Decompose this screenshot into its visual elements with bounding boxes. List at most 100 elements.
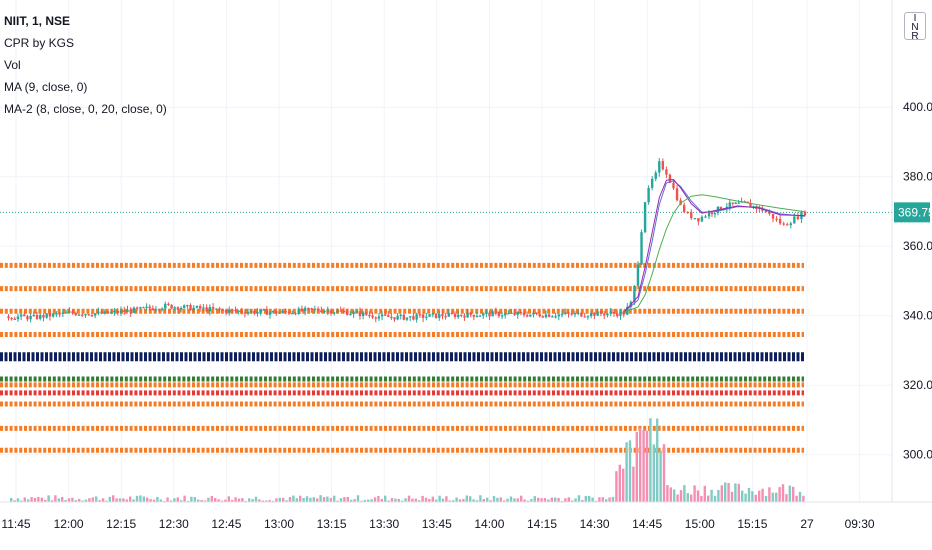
candle-body xyxy=(7,316,10,319)
volume-bar xyxy=(367,499,370,502)
candle-body xyxy=(29,315,32,320)
last-price-tag-text: 369.75 xyxy=(898,205,932,219)
volume-bars xyxy=(10,418,805,502)
candle-body xyxy=(300,308,304,312)
candle-body xyxy=(686,211,689,214)
price-axis[interactable]: 400.00 380.00 360.00 340.00 320.00 300.00 xyxy=(891,0,932,502)
candle-body xyxy=(636,264,640,286)
candle-body xyxy=(796,216,800,220)
volume-bar xyxy=(628,440,632,502)
volume-bar xyxy=(785,494,788,502)
candle-body xyxy=(333,312,336,314)
volume-bar xyxy=(618,464,621,502)
candle-body xyxy=(734,202,737,204)
candle-body xyxy=(208,306,212,312)
time-axis[interactable]: 11:45 12:00 12:15 12:30 12:45 13:00 13:15 13:30… xyxy=(0,501,932,531)
candle-body xyxy=(160,308,164,310)
volume-bar xyxy=(710,489,713,502)
legend-vol[interactable]: Vol xyxy=(4,58,21,72)
volume-bar xyxy=(635,432,638,502)
volume-bar xyxy=(574,498,577,502)
volume-bar xyxy=(27,499,30,502)
candle-body xyxy=(650,178,654,188)
legend-cpr[interactable]: CPR by KGS xyxy=(4,36,75,50)
price-tick-label: 380.00 xyxy=(903,170,932,184)
candle-body xyxy=(482,313,485,316)
candle-body xyxy=(573,313,577,315)
volume-bar xyxy=(47,495,50,502)
legend-ma[interactable]: MA (9, close, 0) xyxy=(4,80,88,94)
volume-bar xyxy=(139,495,142,502)
candle-body xyxy=(352,311,355,314)
candle-body xyxy=(342,310,346,313)
candle-body xyxy=(173,307,176,309)
candle-body xyxy=(323,310,326,313)
volume-bar xyxy=(554,497,557,502)
volume-bar xyxy=(343,497,346,502)
candle-body xyxy=(583,316,586,318)
volume-bar xyxy=(530,498,533,502)
candle-body xyxy=(195,305,199,308)
volume-bar xyxy=(581,499,584,502)
volume-bar xyxy=(356,495,360,502)
volume-bar xyxy=(30,497,33,502)
volume-bar xyxy=(438,495,441,502)
volume-bar xyxy=(778,487,781,502)
volume-bar xyxy=(278,497,281,502)
candle-body xyxy=(463,315,466,318)
candle-body xyxy=(710,212,714,215)
candle-body xyxy=(202,307,205,309)
candle-body xyxy=(345,311,349,315)
volume-bar xyxy=(404,498,407,502)
candle-body xyxy=(672,182,675,189)
candle-body xyxy=(90,315,94,317)
candle-body xyxy=(135,307,139,309)
volume-bar xyxy=(455,497,458,502)
volume-bar xyxy=(326,496,329,502)
candle-body xyxy=(704,216,707,218)
candle-body xyxy=(580,312,583,317)
candle-body xyxy=(218,308,221,310)
volume-bar xyxy=(724,482,727,502)
candle-body xyxy=(412,316,415,320)
volume-bar xyxy=(217,499,220,502)
volume-bar xyxy=(435,499,438,502)
candle-body xyxy=(786,224,789,226)
candle-body xyxy=(599,311,603,314)
currency-button[interactable]: INR xyxy=(904,12,926,40)
candle-body xyxy=(466,312,469,318)
candle-body xyxy=(596,311,599,316)
volume-bar xyxy=(543,498,547,502)
volume-bar xyxy=(271,500,275,502)
candle-body xyxy=(768,212,771,214)
volume-bar xyxy=(798,491,802,502)
candle-body xyxy=(19,314,23,317)
candle-body xyxy=(329,310,333,314)
candle-body xyxy=(658,161,661,173)
candle-body xyxy=(408,316,412,318)
candle-body xyxy=(307,307,310,310)
candle-body xyxy=(606,313,609,316)
candle-body xyxy=(164,303,167,309)
volume-bar xyxy=(622,468,625,502)
volume-bar xyxy=(462,499,465,502)
candle-body xyxy=(189,304,192,311)
volume-bar xyxy=(747,487,751,502)
legend-ma2[interactable]: MA-2 (8, close, 0, 20, close, 0) xyxy=(4,102,167,116)
candle-body xyxy=(622,311,625,315)
volume-bar xyxy=(727,482,730,502)
volume-bar xyxy=(163,500,166,502)
candle-body xyxy=(438,314,441,318)
candle-body xyxy=(544,314,548,318)
candle-body xyxy=(84,314,87,316)
volume-bar xyxy=(441,498,445,502)
candle-body xyxy=(713,212,717,215)
volume-bar xyxy=(669,487,672,502)
candle-body xyxy=(731,202,734,204)
candle-body xyxy=(51,313,55,317)
volume-bar xyxy=(207,497,210,502)
symbol-title[interactable]: NIIT, 1, NSE xyxy=(4,14,71,28)
candle-body xyxy=(538,314,541,317)
